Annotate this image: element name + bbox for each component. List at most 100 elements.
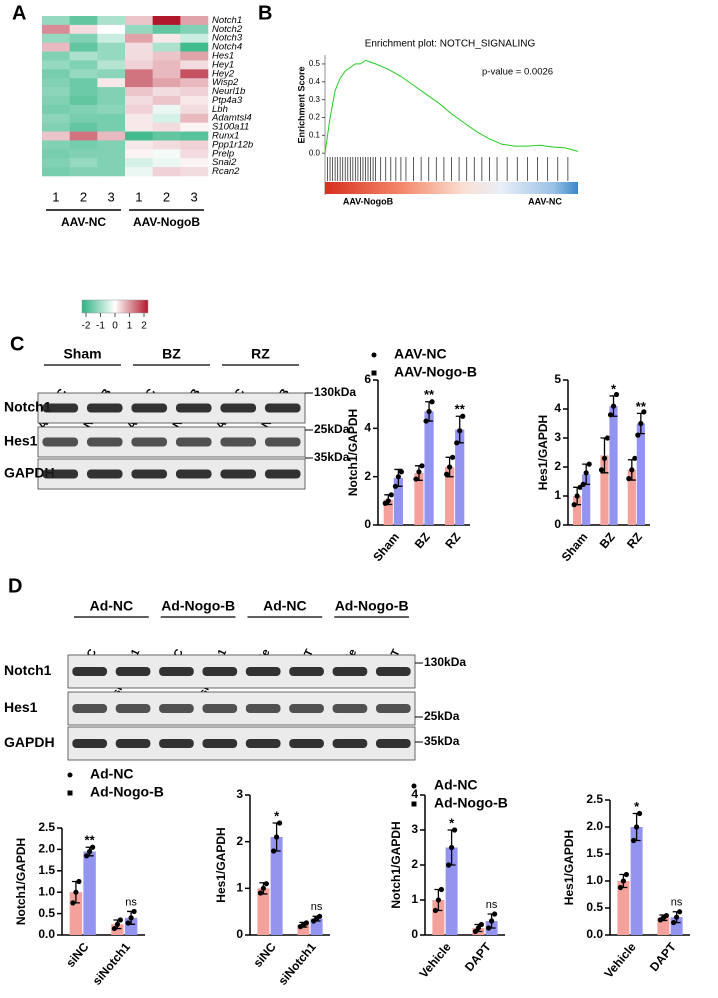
heatmap-cell xyxy=(152,158,181,168)
x-tick-label: DAPT xyxy=(462,939,494,974)
blot-band xyxy=(375,739,411,748)
data-point xyxy=(623,871,630,878)
heatmap-cell xyxy=(42,113,70,123)
heatmap-cell xyxy=(42,87,70,97)
heatmap-cell xyxy=(97,96,126,106)
heatmap-cell xyxy=(42,33,70,43)
bar xyxy=(455,429,465,525)
blot-band xyxy=(72,739,108,748)
gene-label: Lbh xyxy=(212,104,228,115)
group-label: Ad-NC xyxy=(90,598,134,614)
blot-band xyxy=(159,667,194,676)
row-label: Hes1 xyxy=(4,433,38,449)
y-tick-label: 6 xyxy=(364,372,371,386)
blot-band xyxy=(264,469,301,479)
row-label: Notch1 xyxy=(4,399,52,415)
y-tick-label: 1 xyxy=(236,881,243,895)
blot-strip xyxy=(37,458,306,490)
data-point xyxy=(450,454,456,460)
data-point xyxy=(317,913,323,919)
bar xyxy=(573,496,582,525)
heatmap-cell xyxy=(180,69,209,79)
heatmap-cell xyxy=(180,167,209,177)
blot-band xyxy=(332,704,368,713)
data-point xyxy=(271,848,277,854)
y-tick-label: 0.2 xyxy=(309,113,321,122)
significance: ns xyxy=(311,901,323,913)
data-point xyxy=(663,912,670,919)
heatmap-cell xyxy=(69,149,98,159)
blot-band xyxy=(131,403,168,413)
legend-marker xyxy=(67,772,73,778)
data-point xyxy=(632,455,638,461)
group-label: Sham xyxy=(63,346,101,362)
heatmap-cell xyxy=(125,87,153,97)
y-tick-label: 2 xyxy=(411,857,418,871)
rank-label: AAV-NogoB xyxy=(343,196,394,206)
gene-label: Hey1 xyxy=(212,59,234,70)
heatmap-cell xyxy=(125,33,153,43)
data-point xyxy=(620,878,627,884)
chart-title: Enrichment plot: NOTCH_SIGNALING xyxy=(365,39,536,50)
heatmap-cell xyxy=(180,78,209,88)
heatmap-cell xyxy=(42,131,70,141)
significance: ** xyxy=(636,399,647,414)
heatmap-cell xyxy=(152,33,181,43)
data-point xyxy=(457,428,463,434)
data-point xyxy=(583,470,589,476)
heatmap-cell xyxy=(152,69,181,79)
gene-label: S100a11 xyxy=(212,122,249,133)
x-tick-label: siNC xyxy=(250,940,279,970)
data-point xyxy=(489,918,495,924)
heatmap-cell xyxy=(69,78,98,88)
y-tick-label: 1.0 xyxy=(586,873,603,887)
significance: * xyxy=(611,381,617,396)
data-point xyxy=(629,467,635,473)
y-axis-label: Notch1/GAPDH xyxy=(389,821,403,908)
heatmap-cell xyxy=(69,167,98,177)
heatmap-cell xyxy=(180,16,209,26)
significance: ns xyxy=(486,899,498,911)
heatmap-cell xyxy=(97,140,126,150)
bar xyxy=(582,474,591,525)
blot-band xyxy=(86,437,123,447)
blot-band xyxy=(175,469,212,479)
data-point xyxy=(432,907,438,914)
significance: ** xyxy=(455,402,466,417)
panel-label: A xyxy=(12,2,26,24)
bar xyxy=(600,455,609,525)
y-tick-label: 0.3 xyxy=(309,95,321,104)
data-point xyxy=(638,420,644,427)
y-axis-label: Enrichment Score xyxy=(296,66,306,143)
heatmap-cell xyxy=(69,60,98,70)
y-tick-label: 1.5 xyxy=(38,863,55,877)
column-label: 2 xyxy=(80,189,87,204)
group-label: Ad-Nogo-B xyxy=(335,598,409,614)
x-tick-label: Sham xyxy=(370,530,402,564)
legend-label: Ad-NC xyxy=(434,777,478,793)
blot-strip xyxy=(37,426,306,458)
ranked-list xyxy=(325,182,578,194)
legend-label: Ad-NC xyxy=(90,766,134,782)
data-point xyxy=(486,925,492,931)
data-point xyxy=(438,886,444,893)
gene-label: Hey2 xyxy=(212,68,235,79)
heatmap-cell xyxy=(180,24,209,35)
data-point xyxy=(89,844,96,850)
heatmap-cell xyxy=(152,131,181,141)
marker-label: 25kDa xyxy=(424,709,460,723)
blot-band xyxy=(245,704,281,713)
heatmap-cell xyxy=(97,16,126,26)
blot-band xyxy=(42,437,79,447)
data-point xyxy=(73,889,79,895)
gene-label: Adamtsl4 xyxy=(211,113,252,124)
heatmap-cell xyxy=(69,104,98,115)
x-tick-label: BZ xyxy=(597,530,618,551)
gene-label: Runx1 xyxy=(212,131,239,142)
heatmap-cell xyxy=(69,87,98,97)
gene-label: Notch4 xyxy=(212,42,242,53)
heatmap-cell xyxy=(69,42,98,52)
heatmap-cell xyxy=(42,16,70,26)
bar xyxy=(83,851,96,935)
data-point xyxy=(274,834,280,840)
